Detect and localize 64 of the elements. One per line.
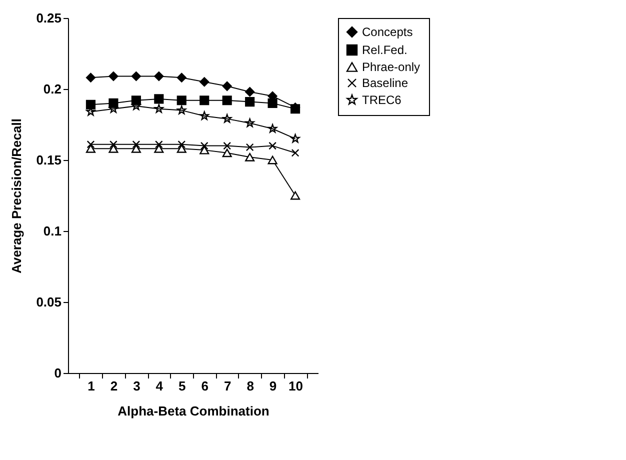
point	[154, 140, 163, 148]
point	[290, 191, 300, 200]
x-tick-label: 5	[178, 378, 186, 394]
x-tick-label: 1	[88, 378, 95, 394]
point	[222, 81, 232, 91]
legend-label: Concepts	[362, 25, 413, 39]
legend-label: Rel.Fed.	[362, 43, 408, 57]
point	[200, 96, 210, 106]
x-tick-label: 9	[269, 378, 277, 394]
y-tick-label: 0.1	[43, 224, 62, 238]
point	[268, 142, 276, 150]
x-tick-label: 10	[288, 378, 304, 394]
point	[268, 124, 278, 133]
point	[132, 140, 140, 148]
point	[291, 148, 300, 157]
legend-label: TREC6	[362, 93, 402, 107]
y-tick-label: 0	[54, 366, 62, 380]
point	[86, 72, 96, 82]
y-tick-label: 0.25	[36, 10, 62, 26]
legend-label: Phrae-only	[362, 60, 420, 74]
point	[200, 146, 210, 154]
point	[131, 144, 141, 153]
y-tick-label: 0.15	[36, 152, 62, 168]
point	[154, 94, 164, 104]
point	[131, 71, 141, 82]
point	[200, 142, 208, 150]
point	[154, 144, 164, 153]
point	[245, 87, 255, 97]
point	[200, 111, 209, 120]
x-tick-label: 8	[246, 378, 254, 394]
y-tick-label: 0.05	[36, 294, 62, 310]
point	[108, 71, 118, 82]
point	[245, 96, 255, 107]
point	[110, 140, 118, 148]
x-tick-label: 6	[201, 378, 208, 394]
point	[154, 104, 164, 113]
point	[245, 152, 255, 162]
point	[108, 144, 118, 153]
point	[86, 100, 96, 110]
y-tick-label: 0.2	[43, 82, 62, 96]
point	[222, 96, 232, 106]
point	[86, 140, 95, 148]
point	[86, 144, 96, 153]
x-tick-label: 7	[224, 378, 232, 394]
point	[268, 156, 278, 164]
point	[290, 134, 300, 143]
point	[178, 140, 186, 148]
point	[245, 118, 254, 128]
point	[222, 148, 232, 158]
point	[223, 142, 232, 150]
x-tick-label: 2	[110, 378, 118, 394]
point	[200, 77, 210, 87]
point	[176, 96, 186, 106]
point	[177, 106, 186, 114]
legend-label: Baseline	[362, 76, 408, 90]
point	[154, 71, 164, 82]
point	[176, 72, 186, 82]
point	[268, 98, 278, 108]
point	[246, 143, 254, 152]
x-tick-label: 3	[133, 378, 140, 394]
x-tick-label: 4	[156, 378, 164, 394]
x-axis-title: Alpha-Beta Combination	[118, 404, 270, 418]
point	[176, 144, 186, 153]
y-axis-title: Average Precision/Recall	[9, 118, 24, 274]
